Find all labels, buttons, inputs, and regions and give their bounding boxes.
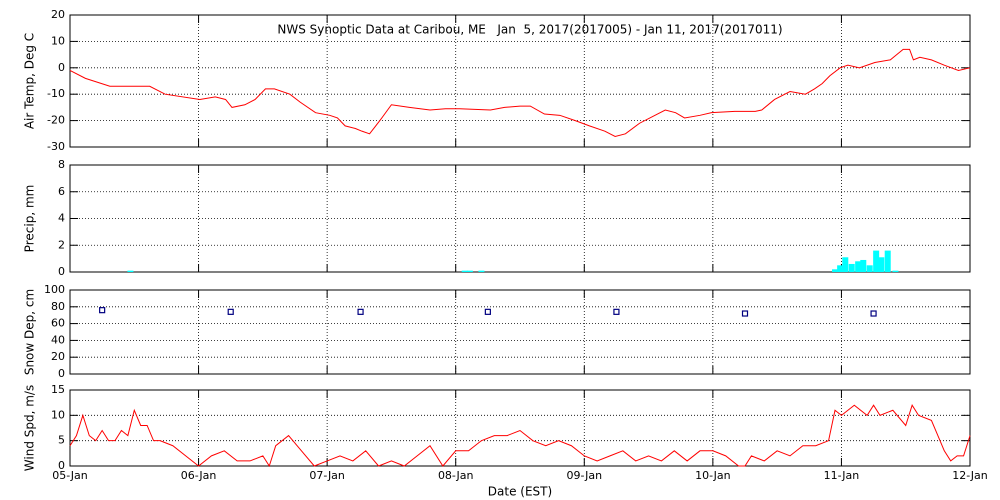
- line: [69, 48, 971, 137]
- y-tick-label: 6: [58, 185, 65, 198]
- y-tick-label: 20: [51, 8, 65, 21]
- bar: [878, 257, 885, 272]
- y-tick-label: 0: [58, 367, 65, 380]
- point: [613, 308, 620, 315]
- point: [741, 310, 749, 317]
- y-tick-label: -20: [47, 114, 65, 127]
- bar: [892, 270, 899, 272]
- point: [227, 308, 234, 315]
- bar: [866, 265, 873, 272]
- y-axis-label: Precip, mm: [23, 185, 37, 253]
- x-tick-label: 05-Jan: [52, 469, 88, 482]
- y-tick-label: 80: [51, 300, 65, 313]
- point: [870, 310, 877, 317]
- bar: [832, 269, 838, 272]
- x-tick-label: 08-Jan: [438, 469, 474, 482]
- y-tick-label: 20: [51, 350, 65, 363]
- y-axis-label: Wind Spd, m/s: [23, 385, 37, 471]
- x-tick-label: 10-Jan: [695, 469, 731, 482]
- x-tick-label: 06-Jan: [181, 469, 217, 482]
- point: [357, 308, 364, 315]
- plot-frame: [69, 164, 971, 273]
- y-tick-label: 10: [51, 408, 65, 421]
- bar: [837, 265, 844, 272]
- y-tick-label: -10: [47, 87, 65, 100]
- point: [99, 307, 106, 314]
- y-tick-label: 5: [58, 434, 65, 447]
- point: [484, 308, 491, 315]
- y-tick-label: -30: [47, 140, 65, 153]
- bar: [884, 250, 891, 272]
- y-axis-label: Air Temp, Deg C: [23, 33, 37, 129]
- bar: [848, 263, 855, 272]
- y-axis-label: Snow Dep, cm: [23, 289, 37, 375]
- y-tick-label: 15: [51, 383, 65, 396]
- y-tick-label: 0: [58, 265, 65, 278]
- y-tick-label: 4: [58, 212, 65, 225]
- line: [69, 404, 971, 468]
- y-tick-label: 10: [51, 34, 65, 47]
- bar: [127, 270, 134, 272]
- chart-title: NWS Synoptic Data at Caribou, ME Jan 5, …: [277, 23, 782, 37]
- x-tick-label: 09-Jan: [567, 469, 603, 482]
- bar: [860, 259, 867, 272]
- x-tick-label: 12-Jan: [952, 469, 988, 482]
- x-tick-label: 07-Jan: [309, 469, 345, 482]
- bar: [842, 257, 849, 272]
- x-axis-label: Date (EST): [488, 485, 552, 499]
- y-tick-label: 0: [58, 61, 65, 74]
- y-tick-label: 100: [44, 283, 65, 296]
- bar: [855, 261, 862, 272]
- bar: [873, 250, 880, 272]
- y-tick-label: 0: [58, 459, 65, 472]
- bar: [478, 270, 485, 272]
- x-tick-label: 11-Jan: [824, 469, 860, 482]
- y-tick-label: 2: [58, 238, 65, 251]
- y-tick-label: 8: [58, 158, 65, 171]
- bar: [466, 270, 473, 272]
- plot-frame: [69, 389, 971, 467]
- plot-frame: [69, 14, 971, 148]
- y-tick-label: 40: [51, 333, 65, 346]
- plot-frame: [69, 289, 971, 375]
- y-tick-label: 60: [51, 317, 65, 330]
- bar: [461, 270, 468, 272]
